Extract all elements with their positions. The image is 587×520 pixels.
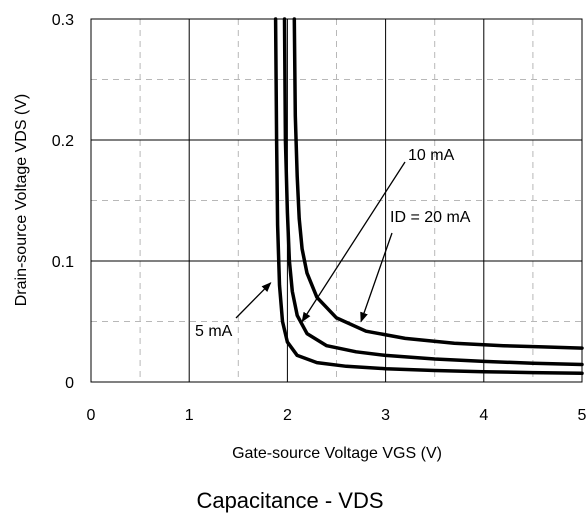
annotation-label: 10 mA xyxy=(408,147,455,164)
annotation-label: 5 mA xyxy=(195,323,233,340)
chart-caption: Capacitance - VDS xyxy=(196,488,383,513)
series-layer xyxy=(273,17,584,376)
x-tick-label: 5 xyxy=(578,407,587,424)
x-tick-label: 0 xyxy=(87,407,96,424)
annotation-arrow xyxy=(301,161,406,323)
series-line xyxy=(282,17,584,367)
annotation-arrow xyxy=(235,282,272,319)
x-tick-label: 3 xyxy=(381,407,390,424)
x-tick-label: 2 xyxy=(283,407,292,424)
grid xyxy=(91,19,582,382)
x-tick-label: 4 xyxy=(479,407,488,424)
y-tick-label: 0 xyxy=(65,375,74,392)
x-tick-label: 1 xyxy=(185,407,194,424)
x-tick-labels: 0 1 2 3 4 5 xyxy=(87,407,587,424)
y-tick-label: 0.3 xyxy=(52,12,74,29)
series-line xyxy=(273,17,584,376)
annotation-layer: 10 mA ID = 20 mA 5 mA xyxy=(195,147,471,340)
series-line xyxy=(292,17,584,350)
annotation-label: ID = 20 mA xyxy=(390,209,471,226)
y-tick-labels: 0 0.1 0.2 0.3 xyxy=(52,12,74,392)
plot-frame xyxy=(90,18,583,383)
y-tick-label: 0.2 xyxy=(52,133,74,150)
x-axis-title: Gate-source Voltage VGS (V) xyxy=(232,445,442,462)
annotation-arrow xyxy=(360,232,393,323)
y-tick-label: 0.1 xyxy=(52,254,74,271)
y-axis-title: Drain-source Voltage VDS (V) xyxy=(13,94,30,307)
